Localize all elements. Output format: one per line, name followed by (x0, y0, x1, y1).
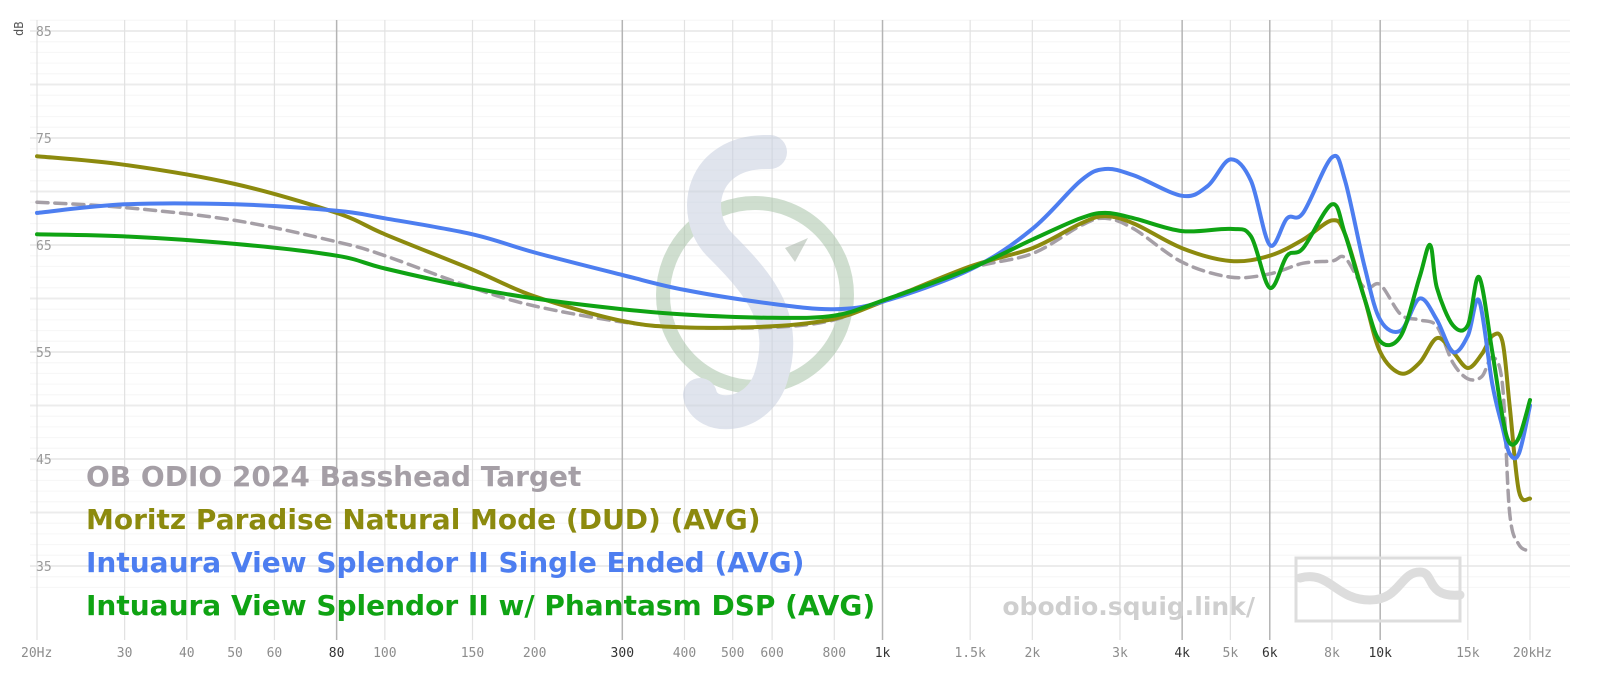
x-tick-label: 500 (721, 646, 744, 661)
x-tick-label: 100 (373, 646, 396, 661)
x-tick-label: 6k (1262, 646, 1278, 661)
squiglink-logo-watermark (656, 135, 854, 430)
x-tick-label: 300 (611, 646, 634, 661)
x-tick-label: 800 (823, 646, 846, 661)
x-tick-label: 80 (329, 646, 345, 661)
y-tick-label: 55 (36, 346, 52, 361)
x-tick-label: 3k (1112, 646, 1128, 661)
x-tick-label: 20Hz (21, 646, 52, 661)
site-url-watermark: obodio.squig.link/ (1002, 592, 1255, 621)
y-tick-label: 45 (36, 453, 52, 468)
x-tick-label: 2k (1025, 646, 1041, 661)
x-tick-label: 60 (267, 646, 283, 661)
x-tick-label: 50 (227, 646, 243, 661)
x-tick-label: 8k (1324, 646, 1340, 661)
x-tick-label: 15k (1456, 646, 1480, 661)
legend-item-splendor-se: Intuaura View Splendor II Single Ended (… (86, 546, 804, 579)
splendor-dsp-curve (35, 202, 1532, 447)
x-axis-tick-labels: 20Hz 30 40 50 60 80 100 150 200 300 400 500 600 800 1k… (21, 646, 1552, 661)
x-tick-label: 40 (179, 646, 195, 661)
legend-item-target: OB ODIO 2024 Basshead Target (86, 460, 581, 493)
x-tick-label: 5k (1223, 646, 1239, 661)
x-tick-label: 200 (523, 646, 546, 661)
frequency-response-curves (35, 154, 1532, 553)
y-tick-label: 85 (36, 25, 52, 40)
x-tick-label: 4k (1174, 646, 1190, 661)
x-tick-label: 150 (461, 646, 484, 661)
x-tick-label: 1.5k (954, 646, 985, 661)
legend: OB ODIO 2024 Basshead Target Moritz Para… (86, 460, 875, 622)
squig-link-logo-box (1294, 556, 1465, 623)
vertical-gridlines (36, 20, 1531, 640)
moritz-curve (35, 154, 1532, 503)
y-axis-tick-labels: 85 75 65 55 45 35 (36, 25, 52, 575)
splendor-se-curve (35, 154, 1532, 461)
legend-item-splendor-dsp: Intuaura View Splendor II w/ Phantasm DS… (86, 589, 875, 622)
y-axis-unit-label: dB (12, 22, 26, 36)
y-tick-label: 35 (36, 560, 52, 575)
x-tick-label: 1k (875, 646, 891, 661)
legend-item-moritz: Moritz Paradise Natural Mode (DUD) (AVG) (86, 503, 761, 536)
x-tick-label: 400 (673, 646, 696, 661)
y-tick-label: 75 (36, 132, 52, 147)
x-tick-label: 10k (1368, 646, 1392, 661)
y-tick-label: 65 (36, 239, 52, 254)
x-tick-label: 20kHz (1513, 646, 1552, 661)
x-tick-label: 600 (760, 646, 783, 661)
x-tick-label: 30 (117, 646, 133, 661)
